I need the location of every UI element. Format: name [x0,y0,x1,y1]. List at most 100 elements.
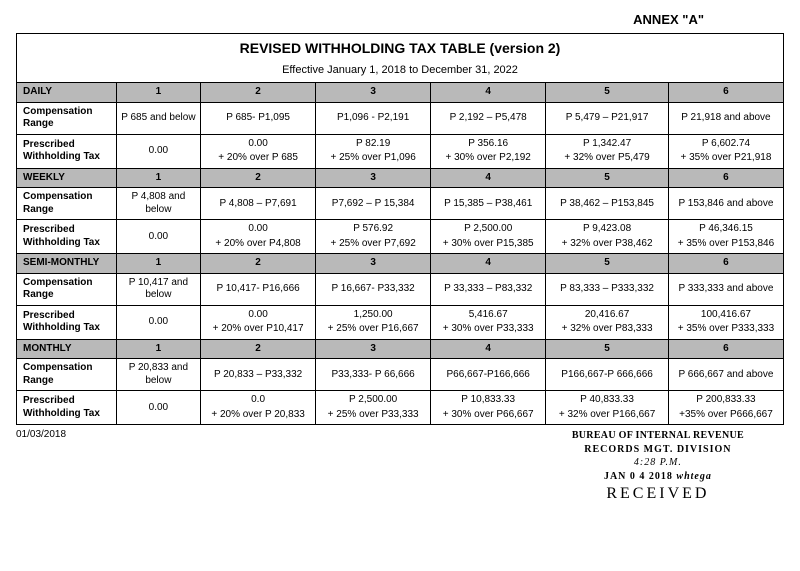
comp-cell: P 20,833 – P33,332 [201,359,316,391]
tax-cell: P 10,833.33+ 30% over P66,667 [431,391,546,425]
row-label-tax: Prescribed Withholding Tax [17,134,117,168]
tax-over: + 32% over P83,333 [550,323,664,336]
column-header: 2 [201,168,316,188]
tax-cell: 5,416.67+ 30% over P33,333 [431,305,546,339]
column-header: 6 [668,254,783,274]
tax-base: 0.00 [205,138,311,151]
section-name: MONTHLY [17,339,117,359]
comp-cell: P 333,333 and above [668,273,783,305]
column-header: 6 [668,83,783,103]
tax-cell: 0.00 [116,134,200,168]
tax-base: 20,416.67 [550,309,664,322]
column-header: 1 [116,168,200,188]
tax-base: 0.00 [205,223,311,236]
column-header: 5 [546,339,669,359]
section-name: SEMI-MONTHLY [17,254,117,274]
column-header: 6 [668,339,783,359]
tax-base: 1,250.00 [320,309,426,322]
comp-cell: P 5,479 – P21,917 [546,102,669,134]
tax-over: + 35% over P333,333 [673,323,779,336]
column-header: 6 [668,168,783,188]
tax-base: P 10,833.33 [435,394,541,407]
tax-base: 100,416.67 [673,309,779,322]
row-label-tax: Prescribed Withholding Tax [17,305,117,339]
tax-base: 0.00 [121,316,196,329]
tax-cell: P 6,602.74+ 35% over P21,918 [668,134,783,168]
received-stamp: BUREAU OF INTERNAL REVENUE RECORDS MGT. … [572,429,784,505]
tax-base: P 200,833.33 [673,394,779,407]
comp-cell: P 33,333 – P83,332 [431,273,546,305]
tax-cell: 0.00 + 20% over P4,808 [201,220,316,254]
stamp-signature: whtega [676,471,711,482]
comp-cell: P 666,667 and above [668,359,783,391]
tax-cell: 100,416.67+ 35% over P333,333 [668,305,783,339]
tax-over: + 35% over P21,918 [673,152,779,165]
comp-cell: P 83,333 – P333,332 [546,273,669,305]
column-header: 3 [316,254,431,274]
row-label-comp: Compensation Range [17,273,117,305]
tax-cell: P 200,833.33+35% over P666,667 [668,391,783,425]
comp-cell: P66,667-P166,666 [431,359,546,391]
tax-over: + 20% over P4,808 [205,238,311,251]
tax-over: + 32% over P5,479 [550,152,664,165]
tax-over: + 35% over P153,846 [673,238,779,251]
column-header: 5 [546,254,669,274]
comp-cell: P 16,667- P33,332 [316,273,431,305]
stamp-time: 4:28 P.M. [572,456,744,470]
table-subtitle: Effective January 1, 2018 to December 31… [17,61,784,83]
comp-cell: P 685 and below [116,102,200,134]
tax-cell: P 2,500.00+ 30% over P15,385 [431,220,546,254]
tax-cell: P 356.16+ 30% over P2,192 [431,134,546,168]
comp-cell: P 10,417- P16,666 [201,273,316,305]
tax-cell: 0.00 [116,391,200,425]
comp-cell: P 685- P1,095 [201,102,316,134]
tax-base: P 82.19 [320,138,426,151]
footer-date: 01/03/2018 [16,429,66,440]
tax-cell: P 2,500.00+ 25% over P33,333 [316,391,431,425]
column-header: 1 [116,339,200,359]
tax-cell: 0.00 [116,305,200,339]
tax-cell: P 1,342.47+ 32% over P5,479 [546,134,669,168]
tax-over: + 25% over P33,333 [320,409,426,422]
tax-cell: 0.00 [116,220,200,254]
section-name: WEEKLY [17,168,117,188]
stamp-received: RECEIVED [572,483,744,505]
tax-over: + 25% over P1,096 [320,152,426,165]
tax-over: + 25% over P16,667 [320,323,426,336]
tax-over: + 25% over P7,692 [320,238,426,251]
tax-base: 0.00 [121,145,196,158]
row-label-comp: Compensation Range [17,188,117,220]
tax-base: 0.00 [205,309,311,322]
tax-base: P 40,833.33 [550,394,664,407]
column-header: 2 [201,339,316,359]
row-label-tax: Prescribed Withholding Tax [17,391,117,425]
comp-cell: P166,667-P 666,666 [546,359,669,391]
row-label-comp: Compensation Range [17,102,117,134]
tax-cell: P 82.19+ 25% over P1,096 [316,134,431,168]
tax-over: + 30% over P33,333 [435,323,541,336]
table-title: REVISED WITHHOLDING TAX TABLE (version 2… [17,34,784,61]
row-label-tax: Prescribed Withholding Tax [17,220,117,254]
tax-cell: P 576.92 + 25% over P7,692 [316,220,431,254]
column-header: 3 [316,168,431,188]
tax-base: P 46,346.15 [673,223,779,236]
column-header: 2 [201,83,316,103]
comp-cell: P 4,808 and below [116,188,200,220]
column-header: 4 [431,339,546,359]
tax-base: 0.0 [205,394,311,407]
stamp-bureau: BUREAU OF INTERNAL REVENUE [572,429,744,443]
tax-over: + 20% over P 685 [205,152,311,165]
tax-over: + 30% over P2,192 [435,152,541,165]
column-header: 3 [316,339,431,359]
comp-cell: P7,692 – P 15,384 [316,188,431,220]
tax-cell: P 40,833.33+ 32% over P166,667 [546,391,669,425]
tax-over: + 20% over P10,417 [205,323,311,336]
tax-table: REVISED WITHHOLDING TAX TABLE (version 2… [16,33,784,425]
comp-cell: P1,096 - P2,191 [316,102,431,134]
column-header: 4 [431,168,546,188]
comp-cell: P 4,808 – P7,691 [201,188,316,220]
tax-base: P 576.92 [320,223,426,236]
column-header: 4 [431,83,546,103]
row-label-comp: Compensation Range [17,359,117,391]
column-header: 5 [546,83,669,103]
